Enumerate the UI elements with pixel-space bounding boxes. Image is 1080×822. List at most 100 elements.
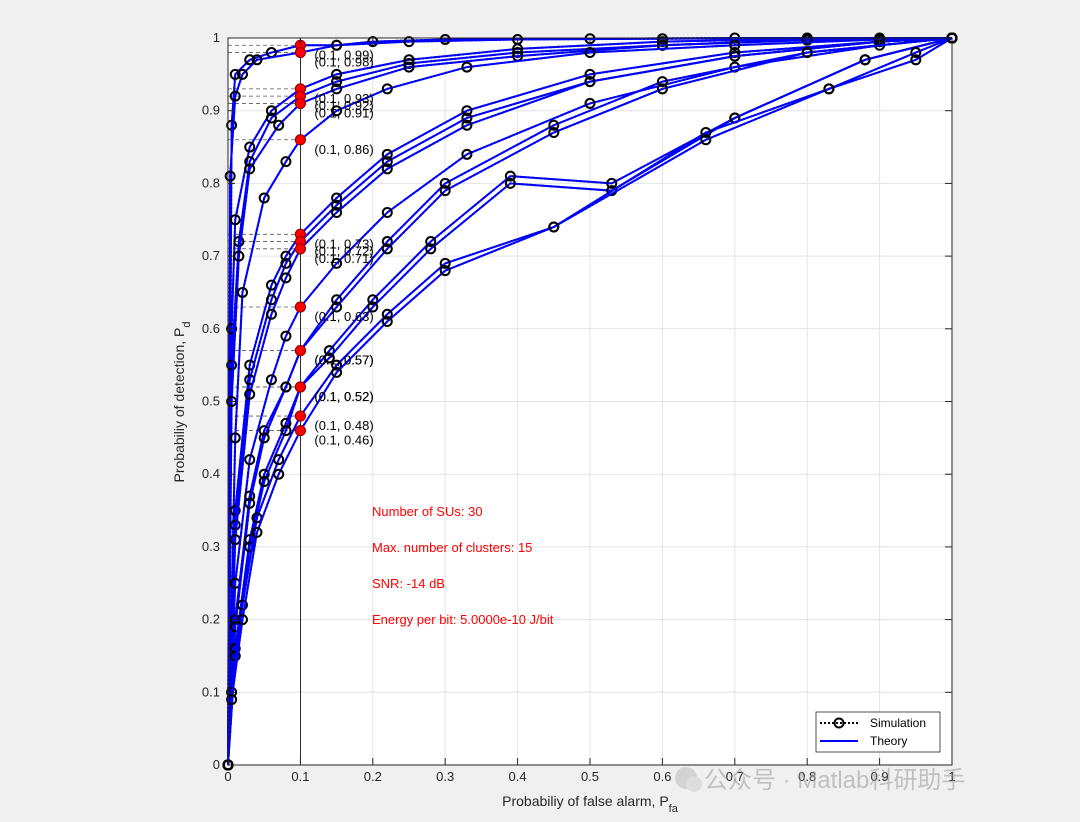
- operating-points: [294, 39, 306, 437]
- watermark-text: 公众号 · Matlab科研助手: [704, 767, 965, 794]
- y-tick-label: 0.1: [202, 684, 220, 699]
- simulation-marker: [258, 475, 270, 487]
- simulation-marker: [224, 170, 236, 182]
- y-tick-label: 0.8: [202, 175, 220, 190]
- x-tick-label: 0: [224, 769, 231, 784]
- operating-point-label: (0.1, 0.91): [314, 105, 373, 120]
- simulation-marker: [504, 177, 516, 189]
- simulation-marker: [273, 468, 285, 480]
- simulation-marker: [729, 50, 741, 62]
- x-tick-label: 0.4: [509, 769, 527, 784]
- x-tick-label: 0.2: [364, 769, 382, 784]
- simulation-marker: [910, 47, 922, 59]
- simulation-marker: [381, 243, 393, 255]
- theory-line: [227, 37, 953, 766]
- simulation-marker: [323, 345, 335, 357]
- operating-point: [294, 410, 306, 422]
- simulation-marker: [229, 214, 241, 226]
- y-tick-label: 0: [213, 757, 220, 772]
- simulation-marker: [548, 127, 560, 139]
- axis-ticks: 0 0.1 0.2 0.3 0.4 0.5 0.6 0.7 0.8 0.9 1 0 0.1 0.2 0.3 0…: [202, 30, 956, 784]
- operating-point-label: (0.1, 0.93): [314, 91, 373, 106]
- simulation-marker: [226, 119, 238, 131]
- theory-line: [227, 37, 953, 766]
- simulation-marker: [233, 236, 245, 248]
- x-tick-label: 0.6: [653, 769, 671, 784]
- simulation-marker: [265, 308, 277, 320]
- simulation-marker: [236, 286, 248, 298]
- x-tick-label: 0.5: [581, 769, 599, 784]
- simulation-marker: [331, 76, 343, 88]
- simulation-marker: [331, 294, 343, 306]
- x-tick-label: 0.3: [436, 769, 454, 784]
- simulation-marker: [226, 359, 238, 371]
- simulation-marker: [258, 192, 270, 204]
- operating-point-label: (0.1, 0.48): [314, 418, 373, 433]
- simulation-marker: [425, 243, 437, 255]
- simulation-marker: [700, 127, 712, 139]
- simulation-marker: [584, 68, 596, 80]
- simulation-marker: [461, 148, 473, 160]
- annotation-max-clusters: Max. number of clusters: 15: [372, 540, 532, 555]
- simulation-marker: [331, 192, 343, 204]
- simulation-marker: [910, 54, 922, 66]
- simulation-marker: [244, 454, 256, 466]
- simulation-marker: [381, 316, 393, 328]
- simulation-marker: [606, 177, 618, 189]
- simulation-marker: [461, 61, 473, 73]
- simulation-marker: [258, 468, 270, 480]
- operating-point-label: (0.1, 0.52): [314, 389, 373, 404]
- operating-point-label: (0.1, 0.92): [314, 98, 373, 113]
- x-tick-label: 0.1: [291, 769, 309, 784]
- simulation-marker: [331, 39, 343, 51]
- legend: Simulation Theory: [815, 711, 941, 753]
- simulation-marker: [331, 366, 343, 378]
- x-tick-label: 0.9: [871, 769, 889, 784]
- operating-point-label: (0.1, 0.57): [314, 353, 373, 368]
- reference-lines: [228, 38, 301, 765]
- simulation-marker: [403, 61, 415, 73]
- simulation-marker: [244, 141, 256, 153]
- operating-point-label: (0.1, 0.46): [314, 433, 373, 448]
- x-tick-label: 0.8: [798, 769, 816, 784]
- theory-line: [227, 37, 953, 766]
- simulation-marker: [251, 54, 263, 66]
- simulation-marker: [280, 330, 292, 342]
- operating-point-label: (0.1, 0.63): [314, 309, 373, 324]
- simulation-marker: [548, 221, 560, 233]
- operating-point-label: (0.1, 0.98): [314, 55, 373, 70]
- simulation-marker: [331, 359, 343, 371]
- simulation-marker: [258, 425, 270, 437]
- x-axis-label: Probabiliy of false alarm, Pfa: [502, 793, 679, 815]
- simulation-marker: [331, 68, 343, 80]
- annotations: Number of SUs: 30 Max. number of cluster…: [372, 504, 554, 627]
- operating-point-label: (0.1, 0.86): [314, 142, 373, 157]
- simulation-marker: [226, 694, 238, 706]
- simulation-marker: [265, 105, 277, 117]
- theory-line: [227, 37, 953, 766]
- simulation-marker: [823, 83, 835, 95]
- theory-line: [227, 37, 953, 766]
- simulation-marker: [584, 76, 596, 88]
- x-tick-label: 0.7: [726, 769, 744, 784]
- simulation-marker: [236, 614, 248, 626]
- simulation-marker: [381, 83, 393, 95]
- operating-point: [294, 425, 306, 437]
- operating-point-label: (0.1, 0.57): [314, 353, 373, 368]
- simulation-marker: [280, 156, 292, 168]
- simulation-marker: [244, 388, 256, 400]
- simulation-marker: [461, 119, 473, 131]
- simulation-marker: [801, 47, 813, 59]
- simulation-marker: [461, 112, 473, 124]
- legend-simulation-marker: [833, 717, 845, 729]
- simulation-marker: [548, 119, 560, 131]
- theory-line: [227, 37, 953, 766]
- simulation-marker: [244, 497, 256, 509]
- simulation-marker: [280, 257, 292, 269]
- simulation-marker: [331, 206, 343, 218]
- operating-point: [294, 345, 306, 357]
- simulation-marker: [273, 454, 285, 466]
- simulation-marker: [656, 76, 668, 88]
- simulation-marker: [656, 83, 668, 95]
- simulation-marker: [367, 36, 379, 48]
